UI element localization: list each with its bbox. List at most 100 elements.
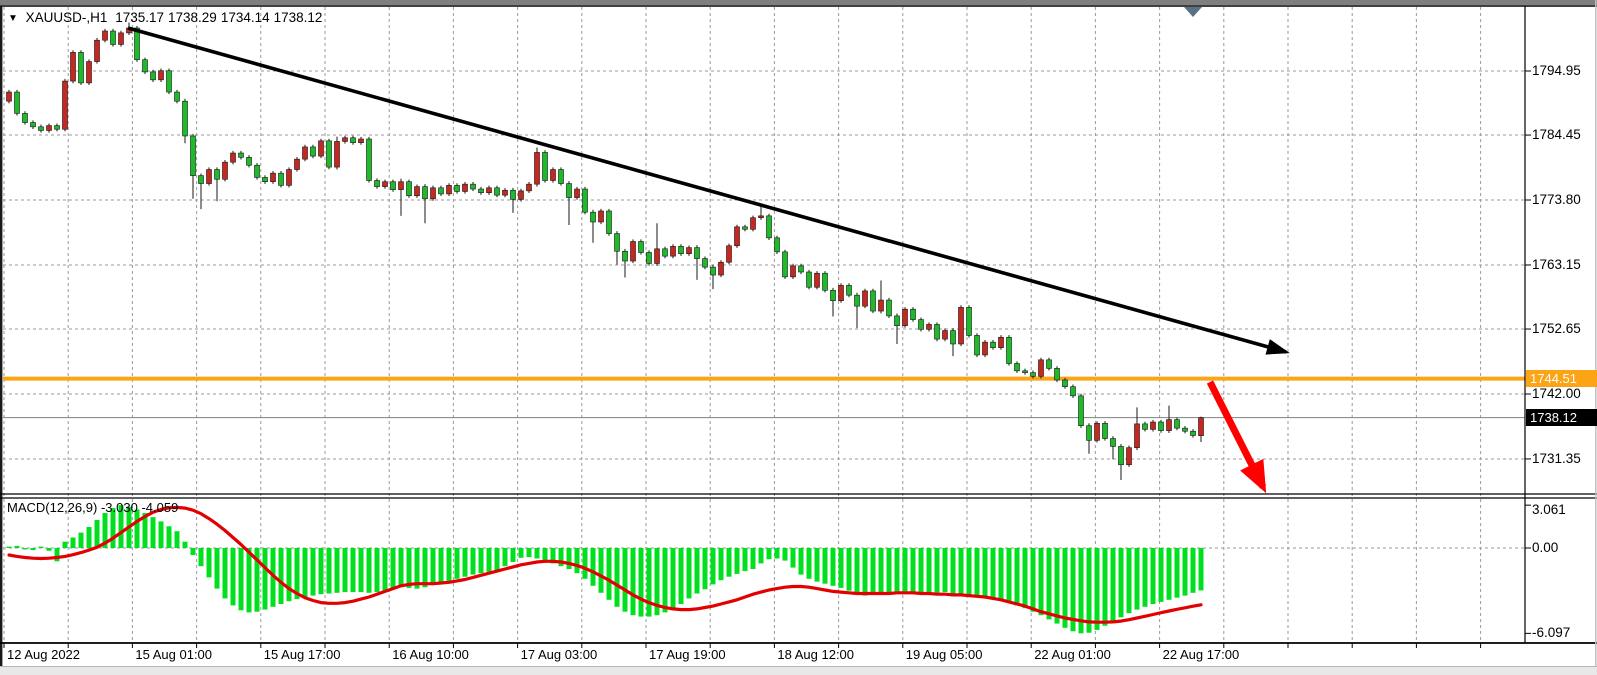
macd-histogram-bar	[398, 548, 404, 588]
candle-bear	[662, 248, 668, 257]
macd-histogram-bar	[662, 548, 668, 613]
drawing-objects[interactable]	[127, 26, 1290, 494]
candle-bear	[854, 294, 860, 307]
macd-histogram-bar	[814, 548, 820, 582]
candle-bull	[302, 146, 308, 160]
macd-histogram-bar	[182, 541, 188, 548]
macd-histogram-bar	[22, 548, 28, 550]
candle-bull	[94, 39, 100, 62]
macd-histogram-bar	[118, 505, 124, 548]
candle-bear	[702, 258, 708, 268]
scroll-position-triangle-icon[interactable]	[1184, 7, 1202, 17]
candle-bull	[222, 161, 228, 180]
macd-histogram-bar	[1086, 548, 1092, 633]
macd-histogram-bar	[54, 548, 60, 562]
candle-bear	[1046, 359, 1052, 369]
macd-histogram-bar	[166, 526, 172, 548]
candle-bull	[526, 183, 532, 192]
candle-bull	[86, 61, 92, 84]
red-down-arrow[interactable]	[1206, 380, 1267, 494]
candle-bear	[1062, 379, 1068, 387]
macd-histogram-bar	[62, 541, 68, 548]
candle-bear	[782, 251, 788, 278]
candle-bear	[910, 308, 916, 320]
macd-signal-line	[7, 505, 1203, 624]
candle-bull	[1134, 423, 1140, 448]
macd-histogram-bar	[14, 545, 20, 548]
candle-bear	[174, 91, 180, 102]
downtrend-line-arrow[interactable]	[127, 26, 1290, 355]
candle-bear	[14, 91, 20, 114]
macd-signal-value: -4.059	[141, 500, 179, 515]
macd-histogram-bar	[174, 531, 180, 548]
macd-histogram-bar	[294, 548, 300, 600]
macd-histogram-bar	[982, 548, 988, 597]
candle-bear	[1102, 422, 1108, 439]
candle-bear	[886, 299, 892, 317]
macd-histogram-bar	[582, 548, 588, 579]
candle-bull	[1094, 422, 1100, 441]
candle-bear	[54, 125, 60, 130]
candle-bear	[254, 164, 260, 178]
macd-histogram-bar	[710, 548, 716, 585]
candle-bear	[766, 215, 772, 239]
macd-name: MACD(12,26,9)	[7, 500, 98, 515]
macd-histogram-bar	[1070, 548, 1076, 632]
symbol-dropdown-icon[interactable]: ▼	[8, 13, 18, 24]
macd-histogram-bar	[1190, 548, 1196, 593]
price-axis-label: 1784.45	[1532, 127, 1581, 143]
macd-histogram-bar	[158, 521, 164, 548]
macd-histogram-bar	[958, 548, 964, 595]
candle-bear	[1070, 386, 1076, 397]
candle-bear	[238, 152, 244, 158]
candle-bear	[142, 59, 148, 73]
candle-bull	[790, 265, 796, 278]
macd-histogram-bar	[510, 548, 516, 562]
candle-bear	[1054, 368, 1060, 381]
candle-bull	[382, 181, 388, 187]
candle-bear	[710, 266, 716, 276]
macd-histogram-bar	[342, 548, 348, 593]
candle-bull	[398, 181, 404, 190]
macd-histogram-bar	[286, 548, 292, 602]
macd-histogram-bar	[766, 548, 772, 560]
macd-histogram-bar	[886, 548, 892, 593]
macd-histogram-bar	[742, 548, 748, 572]
candle-bull	[862, 290, 868, 307]
macd-histogram-bar	[358, 548, 364, 593]
macd-histogram-bar	[446, 548, 452, 581]
macd-histogram-bar	[1102, 548, 1108, 626]
macd-histogram-bar	[486, 548, 492, 572]
macd-histogram-bar	[894, 548, 900, 592]
macd-histogram-bar	[534, 548, 540, 559]
macd-histogram-bar	[1038, 548, 1044, 616]
macd-histogram-bar	[990, 548, 996, 598]
candle-bear	[558, 169, 564, 184]
ohlc-high: 1738.29	[168, 10, 217, 25]
macd-axis-label: 0.00	[1532, 540, 1559, 555]
macd-histogram-bar	[526, 548, 532, 558]
macd-histogram-bar	[206, 548, 212, 578]
macd-histogram-bar	[926, 548, 932, 594]
price-level-lines[interactable]	[3, 376, 1525, 419]
macd-histogram-bar	[614, 548, 620, 607]
candle-bull	[550, 169, 556, 181]
candlestick-series	[6, 22, 1204, 481]
macd-histogram-bar	[590, 548, 596, 586]
macd-histogram-bar	[750, 548, 756, 569]
candle-bull	[286, 169, 292, 186]
macd-histogram-bar	[406, 548, 412, 588]
macd-histogram-bar	[198, 548, 204, 567]
macd-histogram-bar	[518, 548, 524, 558]
candle-bull	[750, 217, 756, 230]
candle-bull	[62, 80, 68, 130]
candle-bear	[646, 252, 652, 264]
macd-histogram-bar	[334, 548, 340, 593]
window-bottom-strip	[0, 666, 1597, 675]
macd-histogram-bar	[326, 548, 332, 594]
macd-histogram-bar	[702, 548, 708, 590]
candle-bull	[46, 125, 52, 131]
macd-histogram-bar	[1110, 548, 1116, 622]
